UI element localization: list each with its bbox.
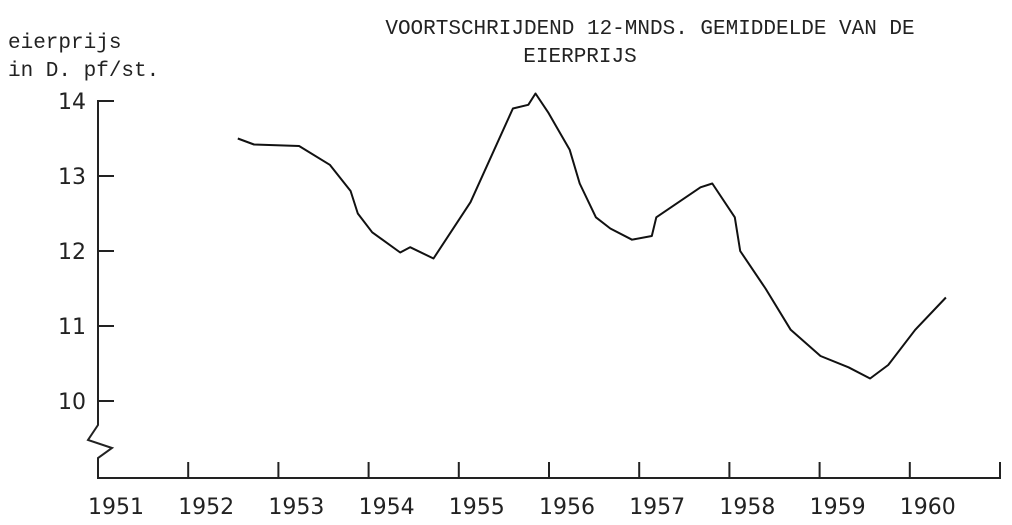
x-tick-label: 1953 <box>268 495 324 520</box>
x-tick-label: 1956 <box>539 495 595 520</box>
x-tick-label: 1960 <box>900 495 956 520</box>
y-tick-label: 14 <box>58 90 86 115</box>
axis-line <box>86 100 1001 479</box>
y-axis-label: in D. pf/st. <box>8 60 159 83</box>
x-tick-label: 1951 <box>88 495 144 520</box>
x-tick-label: 1954 <box>359 495 415 520</box>
y-tick-label: 13 <box>58 165 86 190</box>
y-tick-label: 11 <box>58 315 86 340</box>
y-axis-label: eierprijs <box>8 32 121 55</box>
x-tick-label: 1955 <box>449 495 505 520</box>
y-tick-label: 10 <box>58 390 86 415</box>
chart-title: VOORTSCHRIJDEND 12-MNDS. GEMIDDELDE VAN … <box>385 18 914 41</box>
data-line <box>237 92 947 380</box>
y-tick-label: 12 <box>58 240 86 265</box>
x-tick-label: 1958 <box>719 495 775 520</box>
chart-title: EIERPRIJS <box>523 46 636 69</box>
x-tick-label: 1957 <box>629 495 685 520</box>
x-tick-label: 1959 <box>810 495 866 520</box>
x-tick-label: 1952 <box>178 495 234 520</box>
